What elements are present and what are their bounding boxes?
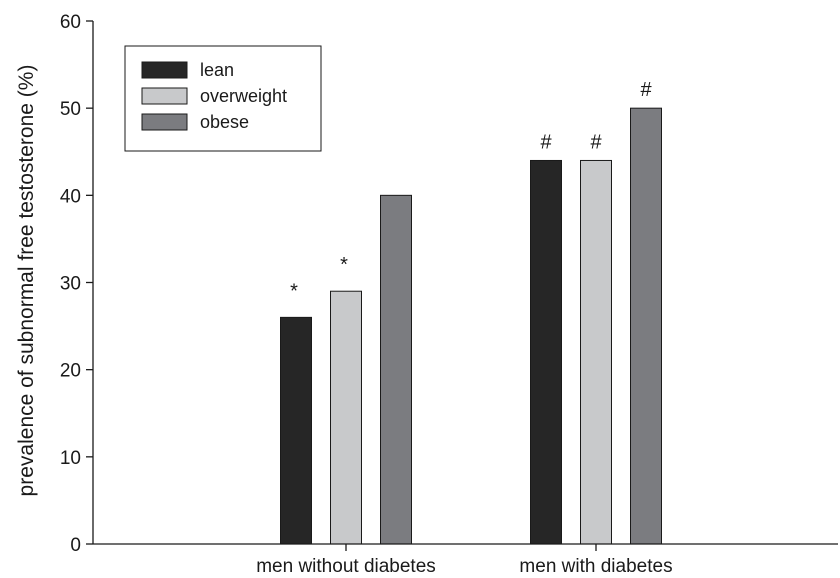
- legend-swatch-obese: [141, 113, 188, 131]
- y-tick-label: 10: [60, 448, 81, 469]
- y-tick-label: 0: [70, 535, 81, 556]
- asterisk-annotation: *: [340, 254, 348, 276]
- legend-label-lean: lean: [200, 60, 234, 80]
- bar-lean: [280, 316, 312, 545]
- legend-swatch-overweight: [141, 87, 188, 105]
- y-tick-label: 20: [60, 361, 81, 382]
- legend-swatch-lean: [141, 61, 188, 79]
- hash-annotation: #: [640, 79, 652, 101]
- bar-obese: [380, 194, 412, 545]
- bars-layer: [280, 107, 662, 545]
- bar-lean: [530, 159, 562, 545]
- bar-obese: [630, 107, 662, 545]
- y-axis-title: prevalence of subnormal free testosteron…: [15, 65, 38, 497]
- asterisk-annotation: *: [290, 280, 298, 302]
- annotations-layer: * # * # #: [290, 79, 652, 302]
- x-category-label: men with diabetes: [519, 556, 672, 577]
- legend: lean overweight obese: [124, 45, 322, 152]
- legend-items: lean overweight obese: [141, 60, 287, 132]
- y-axis-ticks: 0 10 20 30 40 50 60: [60, 12, 93, 556]
- x-category-label: men without diabetes: [256, 556, 436, 577]
- y-tick-label: 60: [60, 12, 81, 33]
- hash-annotation: #: [540, 131, 552, 153]
- y-tick-label: 50: [60, 99, 81, 120]
- y-tick-label: 30: [60, 274, 81, 295]
- x-axis-ticks: men without diabetes men with diabetes: [256, 544, 673, 577]
- legend-label-overweight: overweight: [200, 86, 287, 106]
- bar-overweight: [330, 290, 362, 545]
- y-tick-label: 40: [60, 186, 81, 207]
- hash-annotation: #: [590, 131, 602, 153]
- legend-label-obese: obese: [200, 112, 249, 132]
- bar-overweight: [580, 159, 612, 545]
